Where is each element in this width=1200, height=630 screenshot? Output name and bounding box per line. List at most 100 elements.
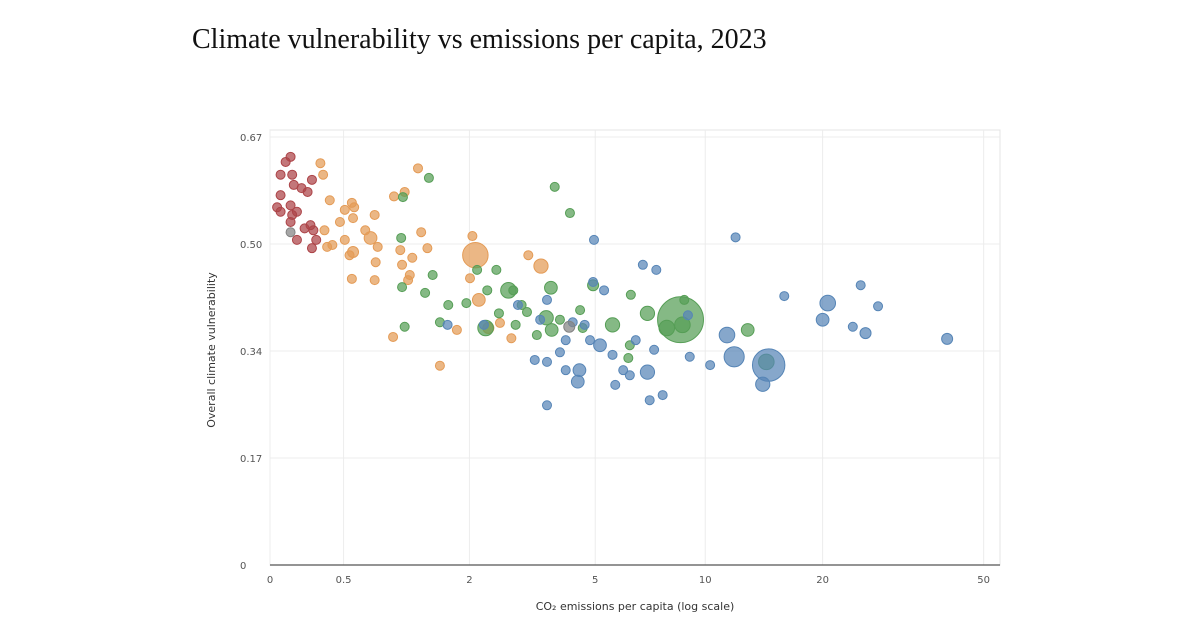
data-point (315, 158, 326, 169)
data-point (847, 321, 858, 332)
data-point (467, 231, 478, 242)
data-point (416, 227, 427, 238)
data-point (941, 332, 954, 345)
data-point (521, 307, 532, 318)
x-tick-label: 0 (267, 575, 273, 586)
data-point (815, 312, 830, 327)
data-point (623, 353, 634, 364)
data-point (604, 317, 621, 333)
data-point (679, 294, 690, 305)
data-point (346, 273, 357, 284)
data-point (285, 227, 296, 238)
data-point (285, 200, 296, 211)
data-point (589, 234, 600, 245)
data-point (610, 379, 621, 390)
data-point (637, 259, 648, 270)
data-point (644, 395, 655, 406)
x-tick-label: 5 (592, 575, 598, 586)
data-point (718, 326, 736, 344)
data-point (339, 234, 350, 245)
data-point (740, 323, 755, 337)
data-point (302, 186, 313, 197)
data-point (624, 370, 635, 381)
data-point (494, 317, 505, 328)
data-point (275, 206, 286, 217)
data-point (560, 335, 571, 346)
data-point (751, 348, 786, 382)
data-point (412, 163, 423, 174)
data-point (306, 243, 317, 254)
data-point (651, 264, 662, 275)
data-point (563, 320, 576, 333)
data-point (649, 344, 660, 355)
data-point (465, 273, 476, 284)
data-point (388, 331, 399, 342)
data-point (544, 323, 559, 337)
data-point (510, 319, 521, 330)
data-point (403, 275, 414, 286)
data-point (370, 257, 381, 268)
data-point (397, 259, 408, 270)
data-point (322, 241, 333, 252)
data-point (658, 319, 676, 337)
data-point (324, 195, 335, 206)
data-point (639, 364, 656, 380)
data-point (369, 275, 380, 286)
data-point (399, 321, 410, 332)
data-point (529, 354, 540, 365)
data-point (855, 280, 866, 291)
data-point (657, 390, 668, 401)
data-point (311, 234, 322, 245)
data-point (397, 192, 408, 203)
data-point (308, 225, 319, 236)
data-point (363, 231, 378, 245)
data-point (873, 301, 884, 312)
data-point (372, 241, 383, 252)
data-point (396, 232, 407, 243)
y-tick-label: 0.17 (240, 454, 262, 465)
data-point (482, 285, 493, 296)
data-point (306, 174, 317, 185)
data-point (508, 285, 519, 296)
data-point (451, 324, 462, 335)
x-tick-label: 20 (816, 575, 829, 586)
data-point (493, 308, 504, 319)
data-point (478, 319, 489, 330)
marks (272, 151, 954, 411)
y-tick-label: 0.50 (240, 240, 262, 251)
data-point (618, 365, 629, 376)
x-tick-label: 10 (699, 575, 712, 586)
y-tick-label: 0.67 (240, 133, 262, 144)
data-point (349, 202, 360, 213)
data-point (471, 293, 486, 307)
data-point (575, 305, 586, 316)
data-point (554, 314, 565, 325)
data-point (285, 216, 296, 227)
data-point (423, 172, 434, 183)
data-point (395, 245, 406, 256)
data-point (544, 280, 558, 295)
y-tick-label: 0 (240, 561, 246, 572)
data-point (523, 250, 534, 261)
data-point (674, 316, 691, 334)
data-point (564, 208, 575, 219)
data-point (549, 181, 560, 192)
data-point (462, 241, 489, 269)
y-axis-title: Overall climate vulnerability (205, 272, 218, 428)
data-point (730, 232, 741, 243)
data-point (639, 305, 656, 321)
data-point (422, 243, 433, 254)
x-tick-label: 2 (466, 575, 472, 586)
data-point (275, 190, 286, 201)
data-point (531, 330, 542, 341)
data-point (299, 223, 310, 234)
data-point (472, 264, 483, 275)
data-point (319, 225, 330, 236)
data-point (541, 356, 552, 367)
data-point (506, 333, 517, 344)
data-point (533, 258, 549, 274)
data-point (442, 319, 453, 330)
data-point (427, 270, 438, 280)
data-point (554, 347, 565, 358)
